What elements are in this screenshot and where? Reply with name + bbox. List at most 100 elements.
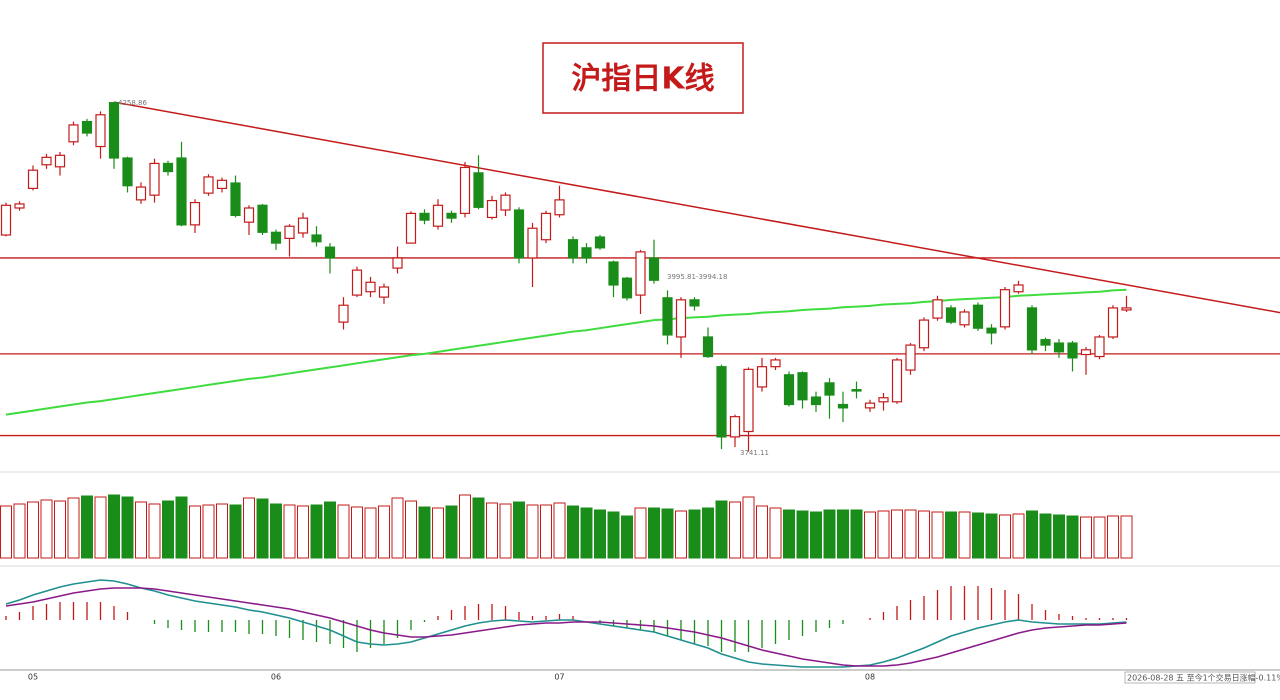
volume-bar [648,507,660,559]
volume-bar [810,511,822,559]
candle-body [486,199,498,219]
x-tick-label: 06 [271,673,281,682]
candle-body [324,246,336,259]
candle-body [230,182,241,217]
candle-body [1026,307,1038,351]
price-annotation: 4258.86 [118,99,147,107]
volume-bar [729,501,741,559]
volume-bar [189,505,201,559]
volume-bar [675,510,687,559]
volume-bar [594,509,606,559]
volume-bar [40,499,53,559]
candle-body [810,396,822,406]
candle-body [540,212,552,241]
price-annotation: 3995.81-3994.18 [667,273,727,281]
volume-bar [661,508,674,559]
candle-body [932,299,943,319]
volume-bar [702,507,714,559]
volume-bar [783,509,795,559]
candle-body [41,156,52,166]
candle-body [527,227,538,259]
volume-bar [418,506,431,559]
volume-bar [135,501,147,559]
candle-body [351,269,363,296]
candle-body [1013,284,1024,293]
trend-line [113,101,1280,314]
candle-body [513,209,525,259]
volume-bar [864,511,876,559]
candle-body [851,389,862,392]
candle-body [27,169,39,190]
volume-bar [499,503,512,559]
candle-body [999,289,1011,328]
volume-bar [580,507,593,559]
volume-bar [553,502,566,559]
candle-body [797,372,808,401]
candle-body [905,344,916,371]
volume-bar [756,505,768,559]
volume-bar [796,510,809,559]
chart-title: 沪指日K线 [571,62,714,97]
candle-body [689,299,700,307]
candle-body [1067,342,1078,359]
volume-bar [621,515,633,559]
volume-bar [0,505,12,559]
volume-bar [13,503,26,559]
volume-bar [391,497,404,559]
volume-bar [1093,516,1106,559]
candle-body [378,286,390,298]
candle-body [473,172,484,208]
candle-body [432,204,444,227]
x-tick-label: 07 [554,673,564,682]
price-annotation: 3741.11 [740,449,769,457]
volume-bar [216,503,228,559]
volume-bar [823,509,836,559]
candle-body [135,186,147,201]
candle-body [108,102,120,159]
candle-body [419,212,430,221]
candle-body [702,336,714,358]
volume-bar [297,505,309,559]
candle-body [68,124,79,143]
volume-bar [108,494,120,559]
status-text: 2026-08-28 五 至今1个交易日涨幅-0.11% [1127,673,1280,683]
candle-body [446,212,457,219]
volume-bar [715,500,728,559]
candle-body [756,366,768,388]
volume-bar [972,512,984,559]
volume-bar [324,501,336,559]
candle-body [1053,342,1065,353]
candle-body [837,403,849,409]
volume-bar [526,504,539,559]
volume-bar [243,497,255,559]
x-tick-label: 05 [28,673,38,682]
title-box [542,42,744,114]
candle-body [270,231,282,244]
candle-body [122,157,133,187]
volume-bar [405,500,417,559]
volume-bar [459,494,471,559]
candle-body [311,234,322,243]
candle-body [338,304,349,323]
candle-body [729,416,741,438]
candle-body [891,359,903,403]
candle-body [1121,307,1132,311]
volume-bar [742,496,755,559]
volume-bar [256,498,269,559]
candle-body [743,368,754,433]
candle-body [864,402,876,409]
candle-body [581,247,592,259]
volume-bar [688,509,701,559]
candle-body [405,212,417,244]
candle-body [1080,349,1092,356]
volume-bar [67,497,80,559]
candle-body [203,176,214,194]
volume-bar [54,500,66,559]
candle-body [0,204,12,236]
candle-body [783,374,795,406]
volume-bar [1012,513,1025,559]
candle-body [945,307,957,323]
volume-bar [202,504,215,559]
